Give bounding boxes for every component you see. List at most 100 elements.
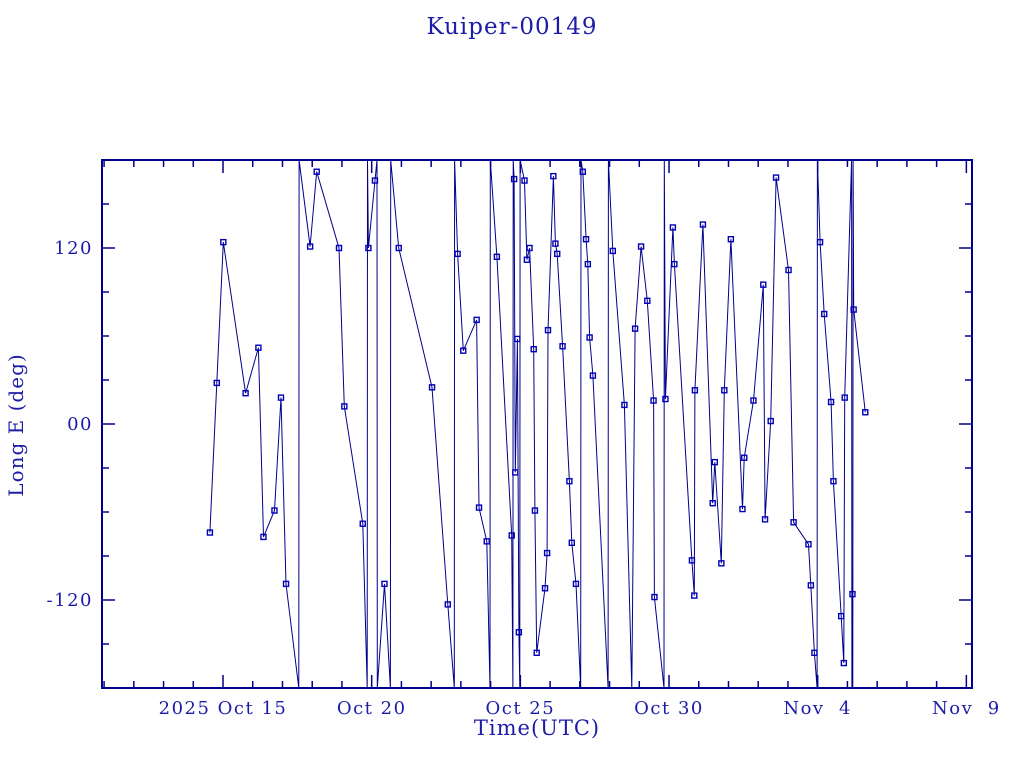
data-point-marker: [428, 384, 436, 391]
data-point-marker: [711, 458, 719, 466]
data-point-marker: [805, 541, 812, 548]
data-point-marker: [760, 281, 767, 288]
x-tick-label: Nov 9: [932, 698, 1001, 719]
data-point-marker: [365, 244, 372, 252]
data-point-marker: [533, 649, 540, 656]
x-tick-label: Oct 20: [337, 698, 407, 719]
x-axis-label: Time(UTC): [473, 716, 601, 740]
data-point-marker: [530, 346, 537, 353]
x-tick-labels: 2025 Oct 15 Oct 20 Oct 25 Oct 30 Nov 4 Nov 9: [159, 698, 1001, 719]
data-point-marker: [220, 238, 227, 246]
data-point-marker: [709, 500, 716, 507]
data-point-marker: [335, 244, 343, 252]
data-point-marker: [691, 387, 699, 394]
data-point-marker: [785, 266, 792, 274]
y-tick-label: -120: [47, 590, 93, 611]
data-point-marker: [741, 454, 748, 461]
data-point-marker: [767, 417, 774, 425]
data-point-marker: [772, 174, 780, 181]
data-point-marker: [541, 585, 549, 592]
y-tick-labels: 120 00 -120: [47, 238, 93, 611]
data-point-marker: [306, 243, 314, 250]
data-line: [209, 160, 866, 688]
data-point-marker: [568, 539, 575, 546]
data-point-marker: [483, 538, 490, 545]
data-point-marker: [811, 649, 818, 656]
data-point-marker: [526, 244, 533, 252]
data-point-marker: [862, 409, 869, 416]
data-point-marker: [644, 297, 651, 304]
x-tick-label: 2025 Oct 15: [159, 698, 288, 719]
data-point-marker: [761, 516, 769, 523]
data-point-marker: [579, 168, 586, 175]
data-point-marker: [582, 235, 590, 243]
data-point-marker: [727, 235, 735, 243]
data-point-marker: [277, 394, 285, 401]
y-tick-label: 120: [54, 238, 93, 259]
data-point-marker: [454, 250, 461, 258]
data-point-marker: [552, 240, 559, 247]
data-markers: [206, 168, 869, 667]
data-point-marker: [688, 557, 696, 564]
data-point-marker: [341, 403, 348, 410]
data-point-marker: [523, 256, 531, 263]
data-point-marker: [514, 335, 521, 343]
data-series: [206, 160, 869, 688]
data-point-marker: [750, 397, 757, 404]
data-point-marker: [255, 344, 262, 351]
y-tick-label: 00: [67, 414, 93, 435]
data-point-marker: [584, 260, 592, 268]
y-axis-label: Long E (deg): [4, 353, 28, 497]
data-point-marker: [512, 469, 519, 476]
data-point-marker: [586, 334, 593, 341]
data-point-marker: [550, 172, 557, 180]
data-point-marker: [669, 224, 677, 231]
data-point-marker: [493, 253, 501, 261]
data-point-marker: [371, 177, 379, 184]
data-point-marker: [849, 590, 856, 598]
data-point-marker: [531, 507, 539, 514]
data-point-marker: [213, 379, 220, 387]
data-point-marker: [651, 593, 658, 601]
data-point-marker: [830, 478, 837, 485]
data-point-marker: [621, 401, 628, 409]
data-point-marker: [790, 519, 797, 526]
data-point-marker: [650, 397, 657, 404]
data-point-marker: [521, 177, 528, 184]
data-point-marker: [554, 250, 561, 258]
data-point-marker: [589, 372, 597, 379]
x-tick-label: Oct 25: [485, 698, 555, 719]
data-point-marker: [721, 387, 728, 394]
data-point-marker: [544, 326, 552, 334]
data-point-marker: [508, 532, 515, 539]
data-point-marker: [566, 478, 573, 485]
x-tick-label: Nov 4: [783, 698, 852, 719]
data-point-marker: [271, 507, 278, 514]
data-point-marker: [816, 238, 824, 246]
data-point-marker: [260, 533, 267, 541]
data-point-marker: [282, 580, 290, 588]
x-tick-label: Oct 30: [634, 698, 704, 719]
data-point-marker: [691, 592, 698, 599]
y-axis-ticks: [102, 203, 972, 645]
data-point-marker: [572, 580, 580, 588]
data-point-marker: [837, 612, 845, 620]
data-point-marker: [559, 343, 566, 350]
data-point-marker: [381, 580, 388, 588]
data-point-marker: [475, 504, 483, 511]
data-point-marker: [821, 310, 828, 318]
data-point-marker: [510, 175, 518, 183]
data-point-marker: [718, 560, 725, 567]
data-point-marker: [206, 529, 214, 536]
data-point-marker: [807, 582, 815, 589]
data-point-marker: [460, 347, 467, 354]
data-point-marker: [395, 244, 402, 252]
data-point-marker: [699, 221, 707, 228]
chart-title: Kuiper-00149: [426, 14, 598, 40]
data-point-marker: [739, 505, 746, 513]
data-point-marker: [515, 629, 523, 636]
data-point-marker: [637, 243, 645, 250]
data-point-marker: [359, 520, 366, 527]
